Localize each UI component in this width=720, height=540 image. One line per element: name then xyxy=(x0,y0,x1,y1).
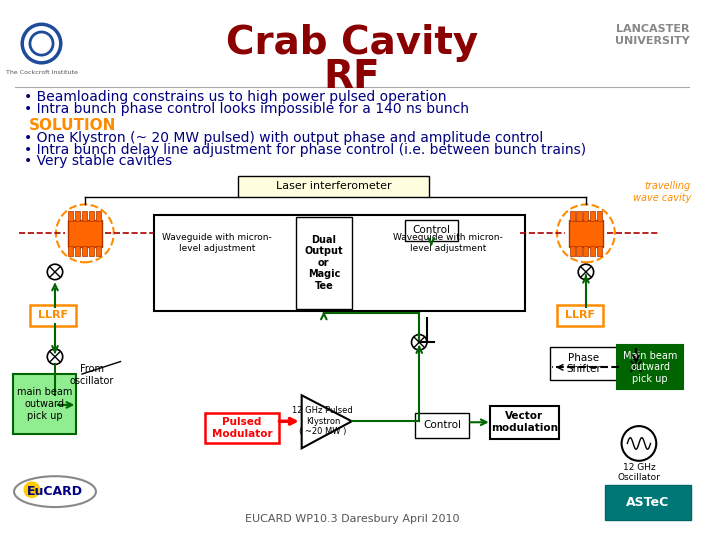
Text: Control: Control xyxy=(423,420,462,430)
Polygon shape xyxy=(302,395,352,448)
Text: main beam
outward
pick up: main beam outward pick up xyxy=(17,387,72,421)
FancyBboxPatch shape xyxy=(570,246,575,255)
FancyBboxPatch shape xyxy=(154,215,525,312)
FancyBboxPatch shape xyxy=(598,246,603,255)
FancyBboxPatch shape xyxy=(89,246,94,255)
Text: • Beamloading constrains us to high power pulsed operation: • Beamloading constrains us to high powe… xyxy=(24,90,446,104)
Text: • Intra bunch delay line adjustment for phase control (i.e. between bunch trains: • Intra bunch delay line adjustment for … xyxy=(24,143,586,157)
FancyBboxPatch shape xyxy=(583,246,588,255)
FancyBboxPatch shape xyxy=(76,211,81,221)
Text: • Very stable cavities: • Very stable cavities xyxy=(24,154,172,168)
Text: 12 GHz Pulsed
Klystron
( ~20 MW ): 12 GHz Pulsed Klystron ( ~20 MW ) xyxy=(292,407,354,436)
FancyBboxPatch shape xyxy=(569,220,603,247)
Text: travelling
wave cavity: travelling wave cavity xyxy=(633,181,691,203)
Text: LANCASTER
UNIVERSITY: LANCASTER UNIVERSITY xyxy=(615,24,690,46)
FancyBboxPatch shape xyxy=(89,211,94,221)
FancyBboxPatch shape xyxy=(68,246,73,255)
FancyBboxPatch shape xyxy=(577,211,582,221)
FancyBboxPatch shape xyxy=(76,246,81,255)
FancyBboxPatch shape xyxy=(550,347,618,380)
FancyBboxPatch shape xyxy=(583,211,588,221)
FancyBboxPatch shape xyxy=(598,211,603,221)
Text: EUCARD WP10.3 Daresbury April 2010: EUCARD WP10.3 Daresbury April 2010 xyxy=(245,514,459,524)
Text: Laser interferometer: Laser interferometer xyxy=(276,181,391,191)
Text: Crab Cavity: Crab Cavity xyxy=(225,24,478,62)
Text: RF: RF xyxy=(323,58,380,96)
FancyBboxPatch shape xyxy=(557,305,603,326)
Text: 12 GHz
Oscillator: 12 GHz Oscillator xyxy=(618,463,660,482)
Text: Dual
Output
or
Magic
Tee: Dual Output or Magic Tee xyxy=(305,234,343,291)
FancyBboxPatch shape xyxy=(205,413,279,443)
Ellipse shape xyxy=(14,476,96,507)
FancyBboxPatch shape xyxy=(590,211,595,221)
FancyBboxPatch shape xyxy=(30,305,76,326)
Text: Waveguide with micron-
level adjustment: Waveguide with micron- level adjustment xyxy=(393,233,503,253)
Text: Pulsed
Modulator: Pulsed Modulator xyxy=(212,417,272,439)
Text: Control: Control xyxy=(413,226,450,235)
Text: Main beam
outward
pick up: Main beam outward pick up xyxy=(623,350,678,384)
Text: • One Klystron (~ 20 MW pulsed) with output phase and amplitude control: • One Klystron (~ 20 MW pulsed) with out… xyxy=(24,131,544,145)
Text: The Cockcroft Institute: The Cockcroft Institute xyxy=(6,70,78,75)
Text: ASTeC: ASTeC xyxy=(626,496,669,509)
FancyBboxPatch shape xyxy=(570,211,575,221)
Text: • Intra bunch phase control looks impossible for a 140 ns bunch: • Intra bunch phase control looks imposs… xyxy=(24,103,469,116)
FancyBboxPatch shape xyxy=(415,413,469,437)
FancyBboxPatch shape xyxy=(590,246,595,255)
FancyBboxPatch shape xyxy=(238,176,429,197)
Text: EuCARD: EuCARD xyxy=(27,485,83,498)
Text: Vector
modulation: Vector modulation xyxy=(491,411,558,433)
Text: LLRF: LLRF xyxy=(38,310,68,320)
FancyBboxPatch shape xyxy=(296,217,352,308)
FancyBboxPatch shape xyxy=(68,220,102,247)
Text: Waveguide with micron-
level adjustment: Waveguide with micron- level adjustment xyxy=(162,233,271,253)
FancyBboxPatch shape xyxy=(96,211,102,221)
FancyBboxPatch shape xyxy=(606,485,691,519)
FancyBboxPatch shape xyxy=(12,374,76,434)
FancyBboxPatch shape xyxy=(490,406,559,438)
Text: Phase
Shifter: Phase Shifter xyxy=(567,353,601,374)
Text: SOLUTION: SOLUTION xyxy=(29,118,117,133)
FancyBboxPatch shape xyxy=(82,211,87,221)
Text: LLRF: LLRF xyxy=(565,310,595,320)
FancyBboxPatch shape xyxy=(82,246,87,255)
FancyBboxPatch shape xyxy=(577,246,582,255)
FancyBboxPatch shape xyxy=(68,211,73,221)
FancyBboxPatch shape xyxy=(96,246,102,255)
FancyBboxPatch shape xyxy=(617,345,683,389)
FancyBboxPatch shape xyxy=(405,220,458,241)
Text: From
oscillator: From oscillator xyxy=(69,364,114,386)
Circle shape xyxy=(24,482,40,497)
